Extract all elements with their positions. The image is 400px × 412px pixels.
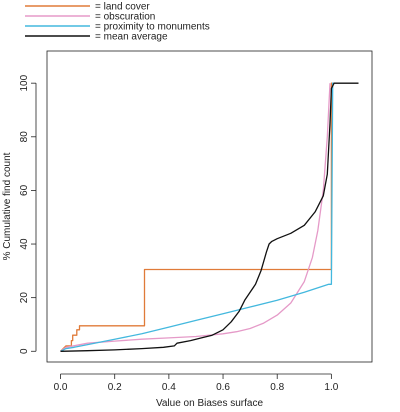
series-line-1 (60, 83, 331, 352)
y-tick-label: 100 (19, 74, 30, 91)
y-axis-label: % Cumulative find count (2, 152, 13, 260)
x-tick-label: 0.8 (270, 382, 284, 393)
legend: = land cover= obscuration= proximity to … (25, 2, 210, 43)
x-tick-label: 0.0 (54, 382, 68, 393)
y-axis: 0 20 40 60 80 100 (19, 74, 37, 354)
series-layer (60, 82, 359, 352)
x-tick-label: 0.4 (162, 382, 176, 393)
x-tick-label: 0.6 (216, 382, 230, 393)
x-axis: 0.0 0.2 0.4 0.6 0.8 1.0 (54, 373, 339, 393)
y-tick-label: 80 (19, 131, 30, 143)
series-line-2 (60, 82, 335, 352)
series-line-0 (60, 82, 335, 352)
y-tick-label: 40 (19, 238, 30, 250)
y-tick-label: 20 (19, 292, 30, 304)
series-line-3 (60, 82, 359, 352)
legend-label-0: = land cover (95, 2, 150, 13)
x-tick-label: 1.0 (324, 382, 338, 393)
legend-label-1: = obscuration (95, 12, 155, 23)
y-tick-label: 0 (19, 348, 30, 354)
legend-label-2: = proximity to monuments (95, 22, 210, 33)
x-tick-label: 0.2 (108, 382, 122, 393)
legend-label-3: = mean average (95, 32, 168, 43)
y-tick-label: 60 (19, 184, 30, 196)
plot-frame (46, 50, 373, 363)
x-axis-label: Value on Biases surface (156, 398, 264, 409)
